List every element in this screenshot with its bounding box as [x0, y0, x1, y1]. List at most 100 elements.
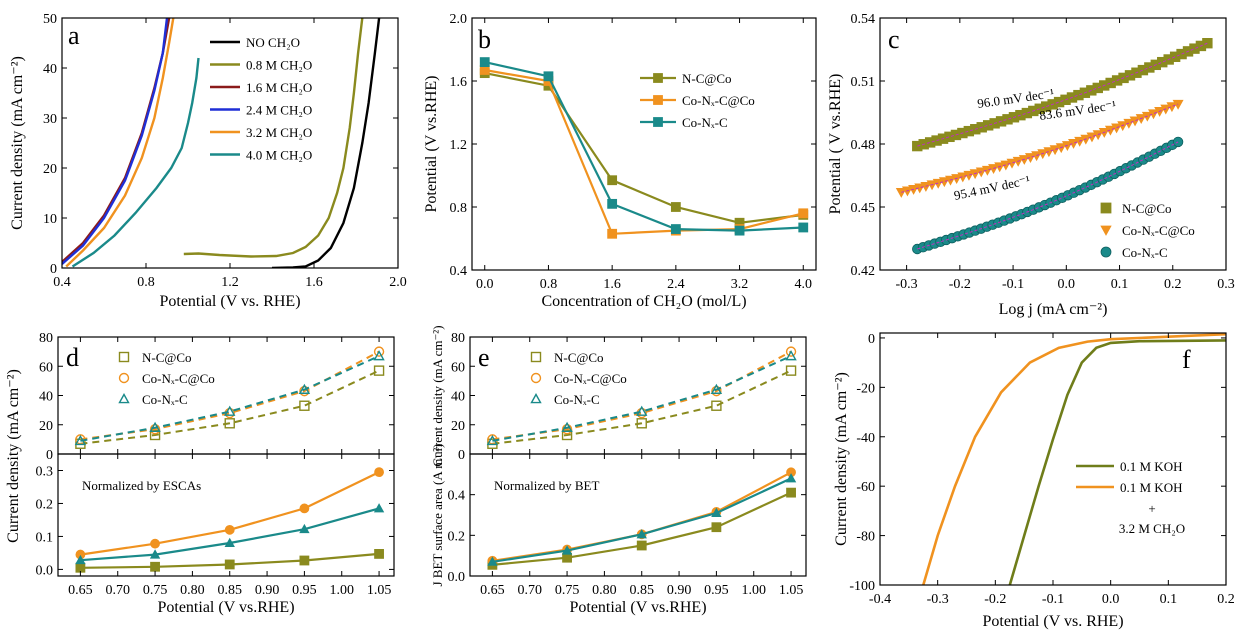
legend-label: NO CH₂O [246, 35, 300, 50]
y-tick-label: 20 [451, 419, 465, 434]
series-line [271, 18, 381, 268]
series-line [62, 18, 171, 263]
y-tick-label: 20 [39, 419, 53, 434]
legend-label: N-C@Co [554, 350, 604, 365]
panel-letter-b: b [478, 25, 491, 54]
data-point [150, 561, 160, 572]
y-tick-label: 60 [39, 360, 53, 375]
legend-label: Co-Nₓ-C [142, 392, 188, 407]
fit-line [901, 103, 1179, 193]
x-tick-label: -0.2 [984, 592, 1006, 607]
data-point [224, 418, 235, 429]
data-point [711, 522, 722, 533]
series-line [80, 355, 380, 442]
panel-letter-d: d [66, 343, 79, 372]
legend-label: 0.1 M KOH [1120, 480, 1182, 495]
legend-label: 3.2 M CH₂O [246, 125, 312, 140]
data-point [561, 421, 573, 432]
series-line [65, 18, 175, 268]
data-point [670, 224, 681, 234]
legend-label: 0.8 M CH₂O [246, 58, 312, 73]
legend-label: 1.6 M CH₂O [246, 80, 312, 95]
x-tick-label: 1.6 [305, 275, 323, 290]
data-point [149, 421, 161, 432]
x-tick-label: 0.65 [68, 583, 93, 598]
x-axis-label: Potential (V vs.RHE) [157, 599, 294, 616]
data-point [224, 537, 235, 548]
data-point [299, 400, 310, 411]
y-tick-label: -20 [856, 381, 875, 396]
series-line [492, 369, 792, 445]
data-point [798, 208, 809, 219]
x-tick-label: 0.2 [1164, 277, 1182, 292]
x-tick-label: 0.95 [292, 583, 317, 598]
y-axis-label-bottom: J BET surface area (A m⁻²) [430, 444, 445, 587]
y-tick-label: 0.42 [851, 264, 876, 279]
series-line [484, 68, 804, 235]
y-tick-label: 0.2 [448, 529, 466, 544]
fit-line [917, 141, 1179, 250]
data-point [299, 385, 310, 397]
x-tick-label: 0.70 [517, 583, 542, 598]
x-tick-label: -0.4 [869, 592, 891, 607]
series-line [183, 18, 364, 258]
legend-label: N-C@Co [682, 71, 732, 86]
data-point [785, 346, 797, 357]
y-axis-label: Potential ( V vs.RHE) [827, 74, 844, 215]
series-line [492, 355, 792, 442]
legend-label: Co-Nₓ-C@Co [1122, 223, 1195, 238]
legend-label: Co-Nₓ-C [554, 392, 600, 407]
series-line [922, 333, 1226, 585]
y-tick-label: 10 [43, 212, 57, 227]
data-point [373, 346, 385, 357]
x-tick-label: 0.65 [480, 583, 505, 598]
x-tick-label: -0.2 [949, 277, 971, 292]
data-point [299, 555, 310, 566]
x-tick-label: 0.75 [143, 583, 168, 598]
y-axis-label-top: Current density (mA cm⁻²) [430, 325, 445, 466]
normalization-label: Normalized by BET [494, 478, 599, 493]
data-point [734, 225, 745, 236]
x-tick-label: 1.05 [779, 583, 804, 598]
x-tick-label: 2.4 [667, 277, 685, 292]
legend-marker [1100, 202, 1112, 214]
series-line [1008, 339, 1226, 585]
y-tick-label: 0.0 [448, 570, 466, 585]
x-tick-label: 0.3 [1217, 277, 1235, 292]
y-tick-label: 0.48 [851, 138, 876, 153]
legend-extra-label: 3.2 M CH₂O [1119, 521, 1185, 536]
x-axis-label: Potential (V vs. RHE) [159, 293, 300, 310]
data-point [607, 175, 618, 186]
x-tick-label: 0.8 [137, 275, 155, 290]
y-tick-label: 1.6 [450, 75, 468, 90]
fit-line [917, 42, 1208, 147]
data-point [710, 383, 723, 394]
data-point [479, 57, 490, 67]
x-tick-label: 0.1 [1111, 277, 1129, 292]
x-axis-label: Potential (V vs. RHE) [982, 613, 1123, 630]
legend-marker [653, 117, 663, 127]
data-point [798, 222, 809, 233]
legend-marker [653, 73, 663, 83]
y-tick-label: 0.3 [36, 464, 54, 479]
normalization-label: Normalized by ESCAs [82, 478, 201, 493]
data-point [711, 507, 722, 517]
data-point [486, 434, 499, 446]
y-tick-label: 0 [458, 448, 465, 463]
legend-label: 0.1 M KOH [1120, 459, 1182, 474]
x-tick-label: 1.00 [329, 583, 354, 598]
y-tick-label: 0.8 [450, 201, 468, 216]
x-tick-label: 0.90 [255, 583, 280, 598]
data-point [543, 71, 554, 82]
x-tick-label: 0.2 [1217, 592, 1235, 607]
x-tick-label: 0.8 [540, 277, 558, 292]
x-tick-label: 0.95 [704, 583, 729, 598]
data-point [670, 202, 681, 212]
panel-letter-e: e [478, 343, 490, 372]
legend-marker [653, 95, 663, 105]
x-axis-label: Potential (V vs.RHE) [569, 599, 706, 616]
x-tick-label: 0.1 [1160, 592, 1178, 607]
x-tick-label: 0.80 [592, 583, 617, 598]
legend-marker [530, 372, 542, 384]
